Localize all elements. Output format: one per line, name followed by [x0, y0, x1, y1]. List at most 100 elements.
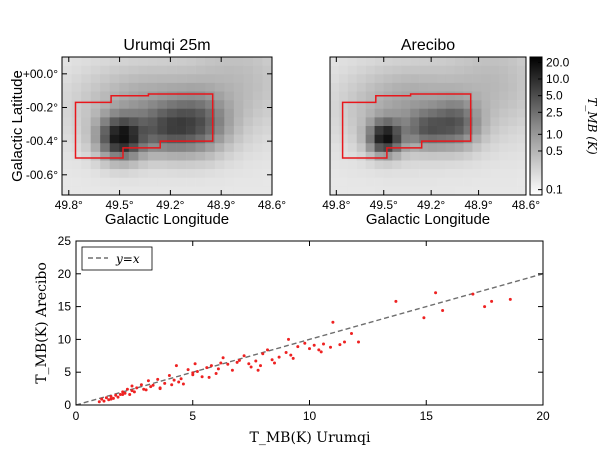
scatter-point — [144, 388, 148, 392]
arecibo-map-cell — [508, 186, 518, 196]
urumqi-map-cell — [214, 57, 225, 66]
arecibo-map-cell — [428, 151, 438, 161]
arecibo-map-cell — [490, 151, 500, 161]
urumqi-map-cell — [100, 143, 111, 153]
urumqi-map-cell — [252, 117, 263, 127]
urumqi-map-cell — [262, 186, 273, 196]
urumqi-map-cell — [81, 57, 91, 66]
urumqi-map-cell — [100, 100, 111, 110]
urumqi-map-cell — [138, 117, 149, 127]
urumqi-map-cell — [100, 65, 111, 75]
scatter-point — [130, 384, 134, 388]
scatter-point — [128, 393, 132, 396]
urumqi-map-cell — [147, 134, 158, 144]
scatter-point — [116, 395, 120, 399]
scatter-point — [266, 348, 269, 352]
arecibo-map-cell — [347, 117, 358, 127]
urumqi-map-cell — [147, 74, 158, 84]
scatter-point — [209, 364, 213, 368]
urumqi-map-cell — [262, 91, 273, 101]
urumqi-map-cell — [205, 134, 216, 144]
urumqi-map-cell — [214, 126, 225, 135]
arecibo-map-cell — [401, 117, 411, 127]
urumqi-map-cell — [90, 57, 101, 66]
arecibo-map-cell — [517, 65, 527, 75]
arecibo-map-region-outline — [341, 93, 472, 159]
arecibo-map-cell — [338, 186, 349, 196]
arecibo-map-cell — [454, 177, 464, 187]
scatter-point — [181, 382, 185, 386]
urumqi-map-cell — [62, 74, 72, 84]
urumqi-map-image — [62, 57, 273, 196]
urumqi-map-cell — [157, 57, 168, 66]
urumqi-map-cell — [138, 100, 149, 110]
arecibo-map-cell — [454, 126, 464, 135]
urumqi-map-cell — [81, 177, 91, 187]
arecibo-map-cell — [517, 151, 527, 161]
scatter-point — [312, 343, 316, 347]
urumqi-map-cell — [71, 100, 82, 110]
arecibo-map-cell — [499, 186, 509, 196]
arecibo-map-cell — [383, 151, 393, 161]
arecibo-map-cell — [481, 108, 491, 118]
scatter-legend: y=x — [81, 246, 153, 271]
urumqi-map-cell — [224, 74, 235, 84]
arecibo-map-cell — [508, 126, 518, 135]
urumqi-map-cell — [176, 186, 187, 196]
arecibo-map-cell — [330, 143, 340, 153]
scatter-point — [207, 375, 211, 379]
urumqi-map-cell — [262, 74, 273, 84]
urumqi-map-cell — [186, 82, 196, 92]
arecibo-map-cell — [410, 100, 420, 110]
scatter-y-tick-label: 0 — [64, 398, 71, 412]
urumqi-map-cell — [90, 100, 101, 110]
arecibo-map-cell — [401, 126, 411, 135]
urumqi-map-cell — [157, 134, 168, 144]
arecibo-map-cell — [490, 143, 500, 153]
arecibo-map-x-tick-label: 48.6° — [512, 198, 540, 212]
scatter-point — [322, 342, 325, 346]
arecibo-map-cell — [517, 82, 527, 92]
scatter-point — [289, 353, 293, 357]
urumqi-map-cell — [205, 143, 216, 153]
urumqi-map-cell — [233, 143, 244, 153]
urumqi-map-cell — [128, 108, 139, 118]
arecibo-map-cell — [410, 134, 420, 144]
arecibo-map-cell — [330, 65, 340, 75]
urumqi-map-cell — [128, 100, 139, 110]
arecibo-map-cell — [374, 100, 384, 110]
urumqi-map-cell — [138, 108, 149, 118]
arecibo-map-cell — [401, 108, 411, 118]
scatter-point — [277, 355, 281, 359]
arecibo-map-cell — [374, 160, 384, 170]
urumqi-map-y-tick-label: -00.6° — [26, 168, 58, 182]
urumqi-map-y-ticks: +00.0° -00.2° -00.4° -00.6° — [23, 67, 272, 182]
arecibo-map-cell — [383, 108, 393, 118]
urumqi-map-cell — [71, 169, 82, 179]
arecibo-map-cell — [383, 186, 393, 196]
arecibo-map-cell — [428, 126, 438, 135]
urumqi-map-cell — [186, 91, 196, 101]
arecibo-map-cell — [499, 108, 509, 118]
arecibo-map-cell — [445, 65, 456, 75]
arecibo-map-cell — [454, 169, 464, 179]
arecibo-map-cell — [330, 108, 340, 118]
urumqi-map-cell — [147, 151, 158, 161]
urumqi-map-cell — [233, 108, 244, 118]
arecibo-map-cell — [517, 186, 527, 196]
urumqi-map-cell — [233, 186, 244, 196]
urumqi-map-cell — [243, 82, 254, 92]
arecibo-map-cell — [481, 177, 491, 187]
colorbar-ticks: 20.0 10.0 5.0 2.5 1.0 0.5 0.1 — [538, 55, 570, 197]
urumqi-map-cell — [167, 160, 177, 170]
arecibo-map-cell — [356, 143, 366, 153]
urumqi-map-y-tick-label: +00.0° — [23, 67, 58, 81]
arecibo-map-cell — [445, 100, 456, 110]
urumqi-map-cell — [90, 74, 101, 84]
arecibo-map-cell — [454, 134, 464, 144]
scatter-point — [121, 390, 125, 394]
arecibo-map-cell — [499, 57, 509, 66]
urumqi-map-cell — [195, 143, 206, 153]
arecibo-map-cell — [428, 160, 438, 170]
arecibo-map-cell — [401, 100, 411, 110]
